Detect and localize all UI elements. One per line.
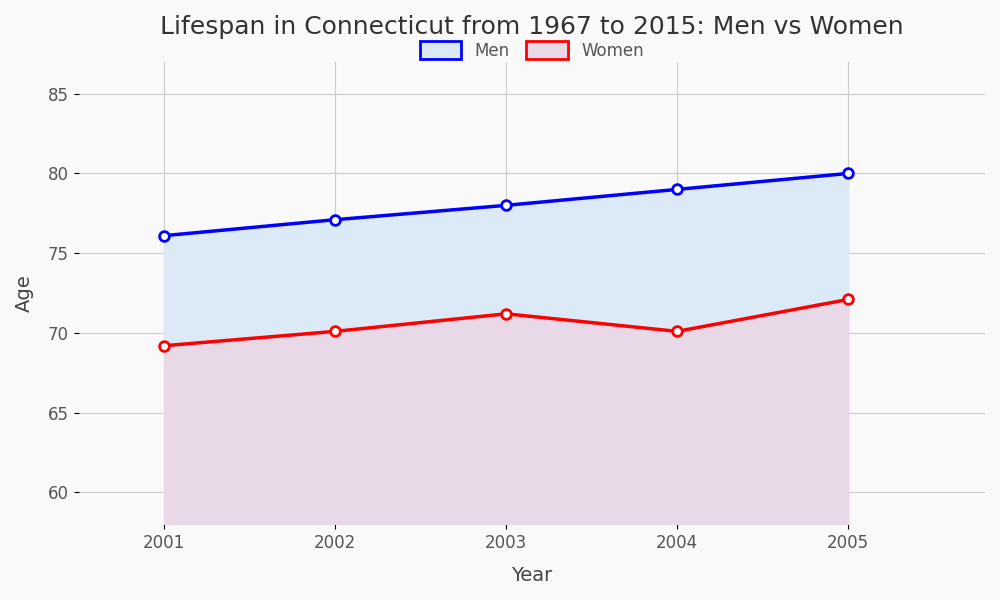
Legend: Men, Women: Men, Women [411,33,652,68]
Title: Lifespan in Connecticut from 1967 to 2015: Men vs Women: Lifespan in Connecticut from 1967 to 201… [160,15,904,39]
X-axis label: Year: Year [511,566,552,585]
Y-axis label: Age: Age [15,274,34,312]
